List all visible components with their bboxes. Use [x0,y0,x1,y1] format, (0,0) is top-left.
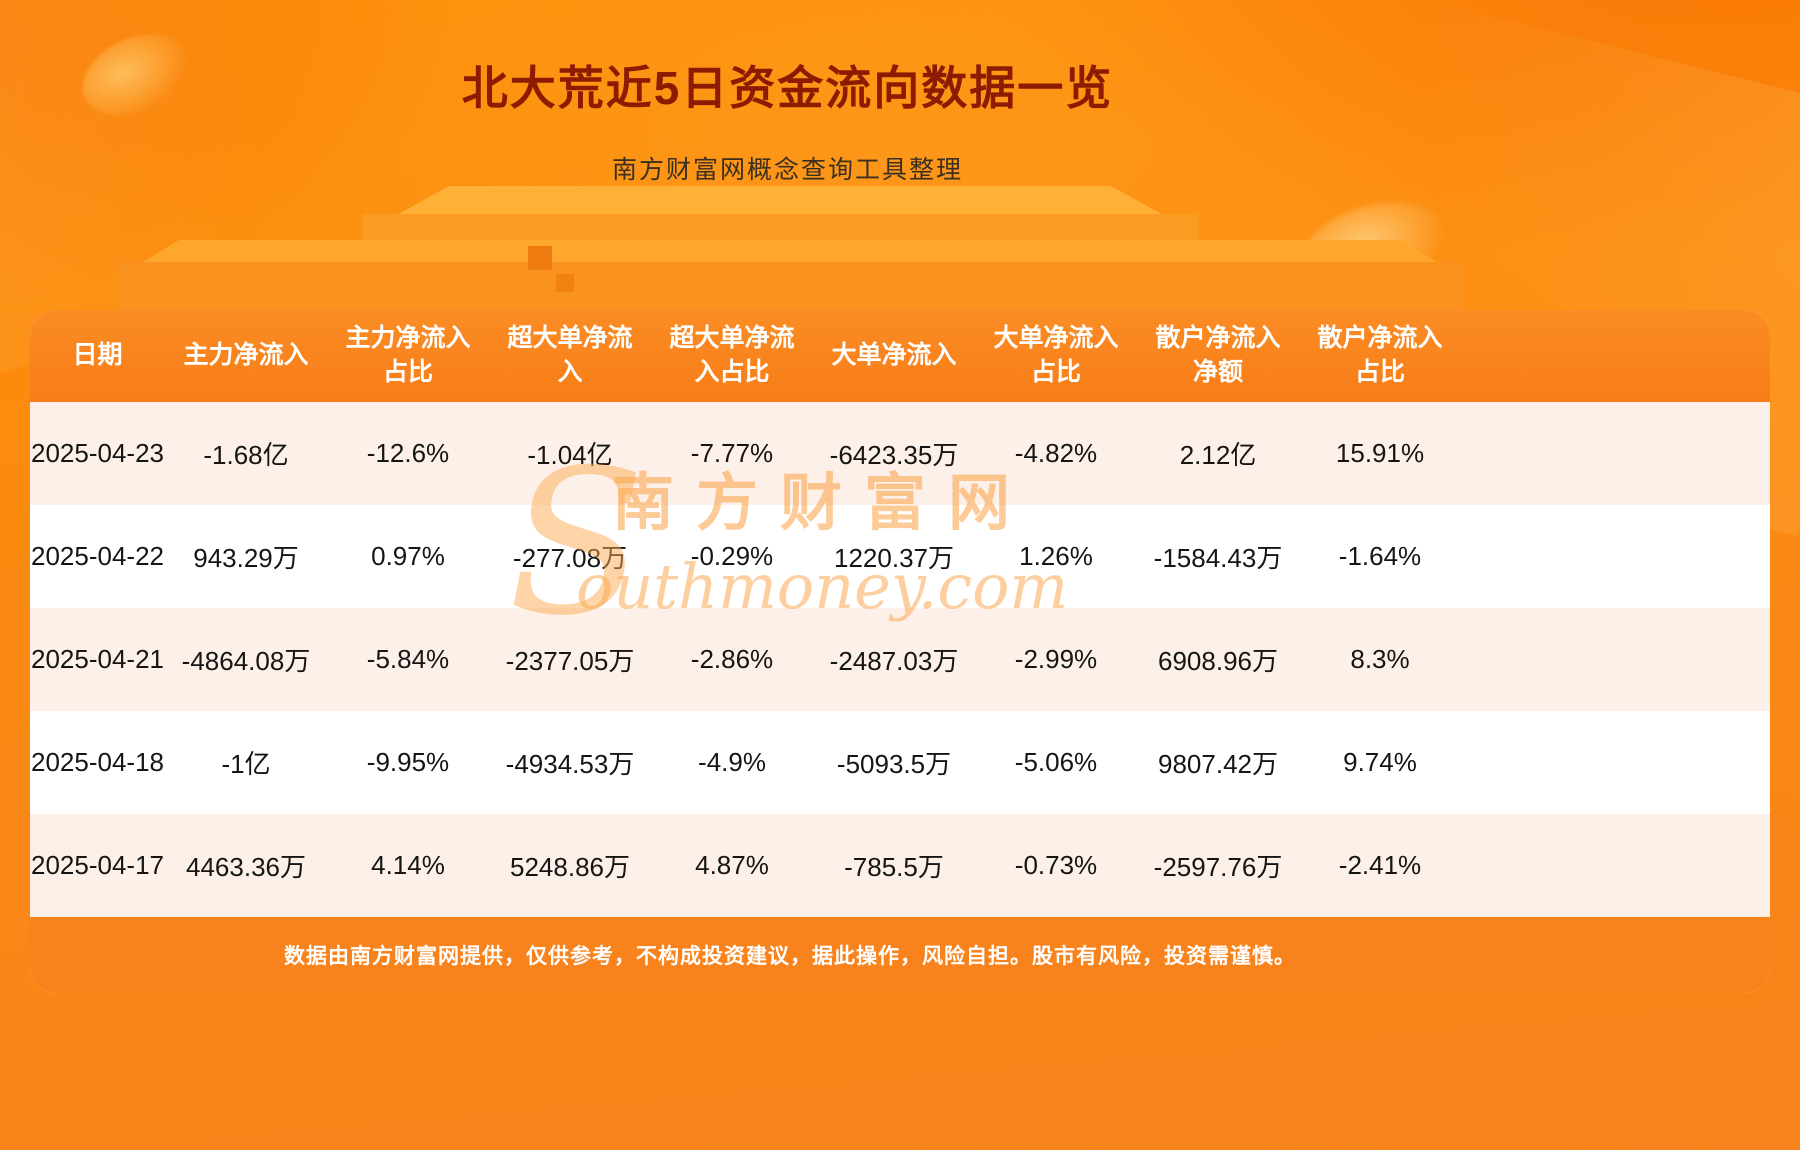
value-cell: -2377.05万 [505,646,635,676]
fund-flow-table: 日期 主力净流入 主力净流入占比 超大单净流入 超大单净流入占比 大单净流入 大单净流入占比… [30,310,1770,993]
value-cell: -1亿 [221,749,271,779]
value-cell: 4.87% [695,850,769,880]
date-cell: 2025-04-23 [31,438,164,468]
date-cell: 2025-04-18 [31,747,164,777]
podium-front-lower [118,262,1462,314]
value-cell: -4.9% [698,747,766,777]
table-row: 2025-04-23 -1.68亿 -12.6% -1.04亿 -7.77% -6423.… [30,402,1770,505]
table-row: 2025-04-17 4463.36万 4.14% 5248.86万 4.87% -785… [30,814,1770,917]
value-cell: 1220.37万 [834,543,954,573]
value-cell: 15.91% [1335,438,1425,468]
value-cell: 8.3% [1350,644,1410,674]
value-cell: -2597.76万 [1153,852,1283,882]
accent-square [556,274,574,292]
value-cell: -9.95% [366,747,450,777]
date-cell: 2025-04-21 [31,644,164,674]
value-cell: -277.08万 [512,543,628,573]
value-cell: -1.04亿 [527,440,613,470]
value-cell: 943.29万 [193,543,299,573]
disclaimer-text: 数据由南方财富网提供，仅供参考，不构成投资建议，据此操作，风险自担。股市有风险，… [284,945,1296,968]
accent-square [528,246,552,270]
value-cell: -2.41% [1338,850,1422,880]
column-header: 大单净流入占比 [993,324,1119,386]
value-cell: -785.5万 [844,852,944,882]
value-cell: 9807.42万 [1158,749,1278,779]
date-cell: 2025-04-17 [31,850,164,880]
table-row: 2025-04-21 -4864.08万 -5.84% -2377.05万 -2.86%… [30,608,1770,711]
value-cell: 1.26% [1019,541,1093,571]
column-header: 超大单净流入 [507,324,633,386]
column-header: 日期 [72,341,123,370]
value-cell: -1584.43万 [1153,543,1283,573]
column-header: 主力净流入 [183,341,309,370]
column-header: 散户净流入净额 [1155,324,1281,386]
value-cell: 5248.86万 [510,852,630,882]
column-header: 散户净流入占比 [1317,324,1443,386]
page-subtitle: 南方财富网概念查询工具整理 [611,156,963,184]
value-cell: -2.99% [1014,644,1098,674]
value-cell: -5.84% [366,644,450,674]
table-row: 2025-04-22 943.29万 0.97% -277.08万 -0.29% 1220… [30,505,1770,608]
table-header-row: 日期 主力净流入 主力净流入占比 超大单净流入 超大单净流入占比 大单净流入 大单净流入占比… [30,310,1770,402]
value-cell: 4.14% [371,850,445,880]
podium-top-lower [140,240,1440,264]
value-cell: -5093.5万 [836,749,952,779]
column-header: 主力净流入占比 [345,324,471,386]
podium-front-upper [362,214,1198,254]
value-cell: -2487.03万 [829,646,959,676]
disclaimer-band: 数据由南方财富网提供，仅供参考，不构成投资建议，据此操作，风险自担。股市有风险，… [30,917,1770,993]
value-cell: -7.77% [690,438,774,468]
value-cell: 9.74% [1343,747,1417,777]
value-cell: -4.82% [1014,438,1098,468]
date-cell: 2025-04-22 [31,541,164,571]
value-cell: -6423.35万 [829,440,959,470]
coin-glow-right [1286,184,1458,316]
value-cell: -0.73% [1014,850,1098,880]
page-title: 北大荒近5日资金流向数据一览 [461,62,1114,114]
value-cell: -1.68亿 [203,440,289,470]
value-cell: 6908.96万 [1158,646,1278,676]
value-cell: 2.12亿 [1179,440,1257,470]
podium-top-upper [395,186,1165,216]
value-cell: -1.64% [1338,541,1422,571]
value-cell: -0.29% [690,541,774,571]
column-header: 大单净流入 [831,341,957,370]
value-cell: -4864.08万 [181,646,311,676]
value-cell: 0.97% [371,541,445,571]
value-cell: -2.86% [690,644,774,674]
value-cell: -5.06% [1014,747,1098,777]
column-header: 超大单净流入占比 [669,324,795,386]
value-cell: -12.6% [366,438,450,468]
value-cell: 4463.36万 [186,852,306,882]
table-row: 2025-04-18 -1亿 -9.95% -4934.53万 -4.9% -5093.5… [30,711,1770,814]
table-body: 2025-04-23 -1.68亿 -12.6% -1.04亿 -7.77% -6423.… [30,402,1770,917]
value-cell: -4934.53万 [505,749,635,779]
